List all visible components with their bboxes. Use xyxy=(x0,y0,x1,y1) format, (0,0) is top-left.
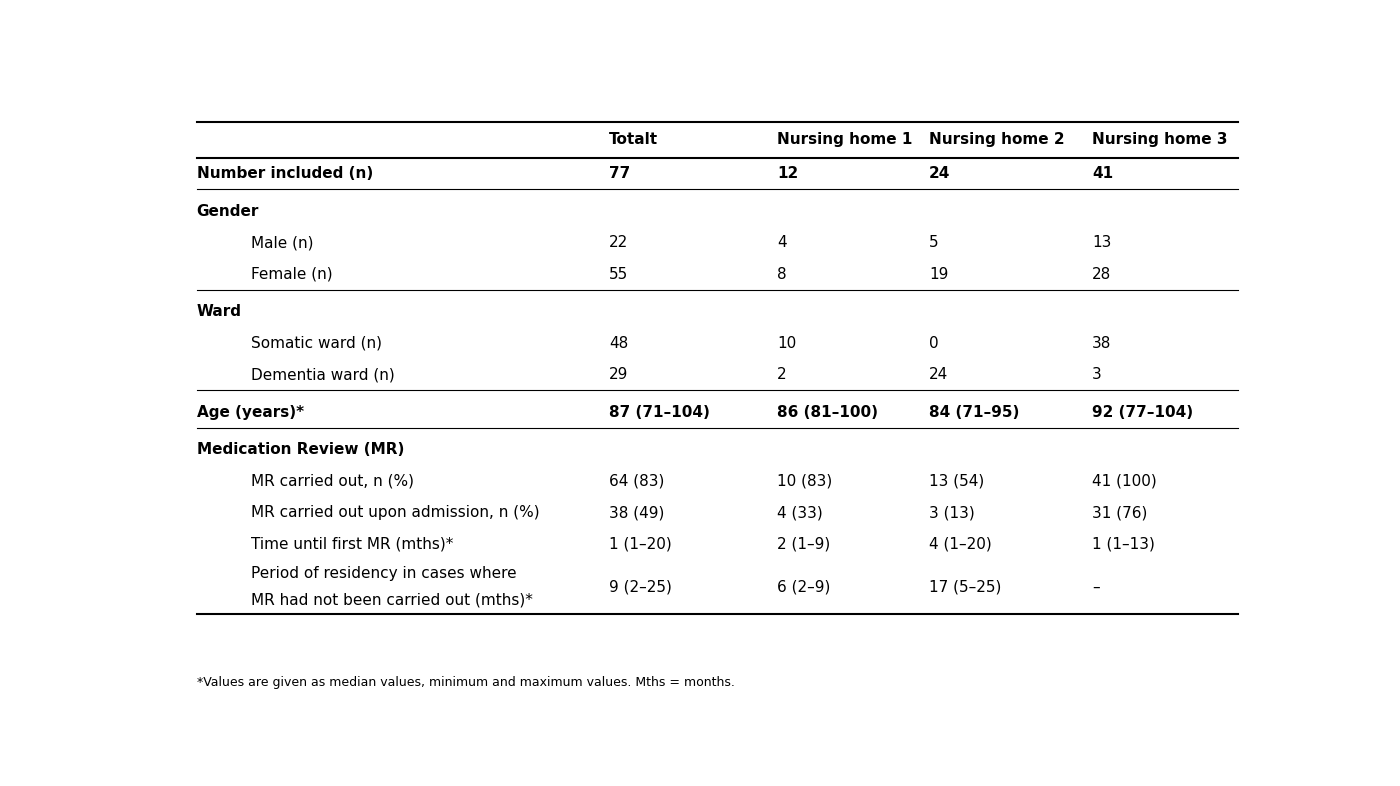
Text: MR had not been carried out (mths)*: MR had not been carried out (mths)* xyxy=(251,593,533,608)
Text: 24: 24 xyxy=(930,367,948,382)
Text: 13 (54): 13 (54) xyxy=(930,473,984,489)
Text: Nursing home 3: Nursing home 3 xyxy=(1092,132,1228,147)
Text: 77: 77 xyxy=(609,166,630,181)
Text: 48: 48 xyxy=(609,336,629,351)
Text: 8: 8 xyxy=(777,266,787,281)
Text: Dementia ward (n): Dementia ward (n) xyxy=(251,367,395,382)
Text: 4 (1–20): 4 (1–20) xyxy=(930,537,991,552)
Text: 17 (5–25): 17 (5–25) xyxy=(930,579,1001,594)
Text: 38 (49): 38 (49) xyxy=(609,505,665,520)
Text: 87 (71–104): 87 (71–104) xyxy=(609,405,710,420)
Text: 10: 10 xyxy=(777,336,797,351)
Text: 22: 22 xyxy=(609,235,629,250)
Text: Male (n): Male (n) xyxy=(251,235,314,250)
Text: Time until first MR (mths)*: Time until first MR (mths)* xyxy=(251,537,454,552)
Text: Somatic ward (n): Somatic ward (n) xyxy=(251,336,382,351)
Text: 86 (81–100): 86 (81–100) xyxy=(777,405,878,420)
Text: 38: 38 xyxy=(1092,336,1112,351)
Text: Age (years)*: Age (years)* xyxy=(196,405,304,420)
Text: Nursing home 1: Nursing home 1 xyxy=(777,132,913,147)
Text: 31 (76): 31 (76) xyxy=(1092,505,1147,520)
Text: 4: 4 xyxy=(777,235,787,250)
Text: 41: 41 xyxy=(1092,166,1113,181)
Text: 1 (1–13): 1 (1–13) xyxy=(1092,537,1155,552)
Text: 41 (100): 41 (100) xyxy=(1092,473,1156,489)
Text: MR carried out upon admission, n (%): MR carried out upon admission, n (%) xyxy=(251,505,539,520)
Text: 2: 2 xyxy=(777,367,787,382)
Text: 92 (77–104): 92 (77–104) xyxy=(1092,405,1193,420)
Text: 10 (83): 10 (83) xyxy=(777,473,833,489)
Text: 2 (1–9): 2 (1–9) xyxy=(777,537,830,552)
Text: MR carried out, n (%): MR carried out, n (%) xyxy=(251,473,414,489)
Text: 6 (2–9): 6 (2–9) xyxy=(777,579,830,594)
Text: Medication Review (MR): Medication Review (MR) xyxy=(196,442,405,457)
Text: 3: 3 xyxy=(1092,367,1102,382)
Text: Number included (n): Number included (n) xyxy=(196,166,372,181)
Text: 28: 28 xyxy=(1092,266,1112,281)
Text: 24: 24 xyxy=(930,166,951,181)
Text: 29: 29 xyxy=(609,367,629,382)
Text: Nursing home 2: Nursing home 2 xyxy=(930,132,1064,147)
Text: 19: 19 xyxy=(930,266,948,281)
Text: Female (n): Female (n) xyxy=(251,266,333,281)
Text: 64 (83): 64 (83) xyxy=(609,473,665,489)
Text: Period of residency in cases where: Period of residency in cases where xyxy=(251,567,517,582)
Text: 9 (2–25): 9 (2–25) xyxy=(609,579,672,594)
Text: 4 (33): 4 (33) xyxy=(777,505,823,520)
Text: 0: 0 xyxy=(930,336,938,351)
Text: 5: 5 xyxy=(930,235,938,250)
Text: 55: 55 xyxy=(609,266,629,281)
Text: Gender: Gender xyxy=(196,204,259,219)
Text: 12: 12 xyxy=(777,166,798,181)
Text: –: – xyxy=(1092,579,1099,594)
Text: 84 (71–95): 84 (71–95) xyxy=(930,405,1019,420)
Text: Ward: Ward xyxy=(196,304,242,319)
Text: 3 (13): 3 (13) xyxy=(930,505,974,520)
Text: 13: 13 xyxy=(1092,235,1112,250)
Text: Totalt: Totalt xyxy=(609,132,658,147)
Text: *Values are given as median values, minimum and maximum values. Mths = months.: *Values are given as median values, mini… xyxy=(196,676,735,689)
Text: 1 (1–20): 1 (1–20) xyxy=(609,537,672,552)
